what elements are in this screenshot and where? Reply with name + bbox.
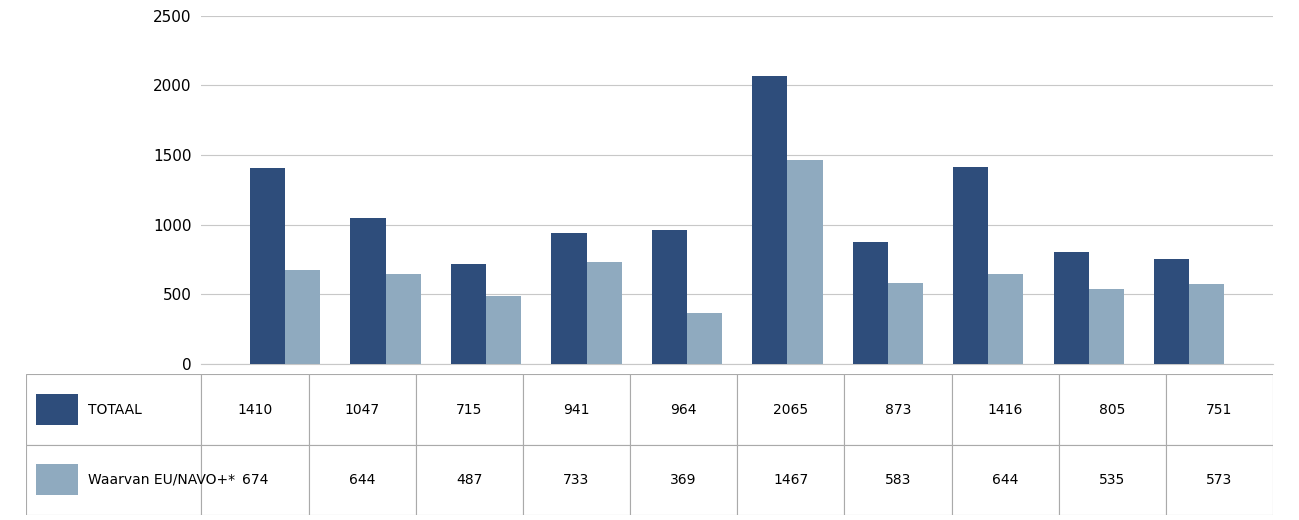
Bar [351, 218, 386, 364]
Text: 1467: 1467 [773, 473, 808, 487]
Bar [309, 445, 416, 515]
Text: 941: 941 [564, 402, 590, 417]
Text: 644: 644 [992, 473, 1018, 487]
Text: 715: 715 [456, 402, 482, 417]
Bar [887, 283, 924, 364]
Bar [551, 233, 587, 364]
Bar [787, 160, 822, 364]
Text: 805: 805 [1099, 402, 1125, 417]
Text: 751: 751 [1207, 402, 1233, 417]
Bar [1053, 252, 1089, 364]
Bar [26, 374, 201, 445]
Bar [309, 374, 416, 445]
Text: 733: 733 [564, 473, 590, 487]
Bar [1189, 284, 1224, 364]
Bar [416, 374, 522, 445]
Bar [1154, 259, 1189, 364]
Bar [486, 296, 521, 364]
Text: 1047: 1047 [344, 402, 379, 417]
Bar [386, 274, 421, 364]
Bar [738, 445, 844, 515]
Text: 369: 369 [670, 473, 696, 487]
Text: 2065: 2065 [773, 402, 808, 417]
Bar [36, 464, 78, 495]
Bar [201, 445, 309, 515]
Bar [844, 445, 951, 515]
Bar [36, 394, 78, 425]
Bar [953, 167, 989, 364]
Text: 535: 535 [1099, 473, 1125, 487]
Bar [951, 445, 1059, 515]
Bar [738, 374, 844, 445]
Bar [587, 262, 622, 364]
Text: 1416: 1416 [987, 402, 1022, 417]
Bar [416, 445, 522, 515]
Bar [1059, 374, 1167, 445]
Text: 1410: 1410 [238, 402, 273, 417]
Bar [1167, 445, 1273, 515]
Bar [1089, 290, 1124, 364]
Text: 583: 583 [885, 473, 911, 487]
Text: TOTAAL: TOTAAL [88, 402, 143, 417]
Bar [652, 230, 687, 364]
Text: 573: 573 [1207, 473, 1233, 487]
Bar [630, 374, 738, 445]
Bar [286, 270, 321, 364]
Bar [522, 374, 630, 445]
Bar [1167, 374, 1273, 445]
Bar [201, 374, 309, 445]
Bar [989, 274, 1024, 364]
Bar [522, 445, 630, 515]
Text: Waarvan EU/NAVO+*: Waarvan EU/NAVO+* [88, 473, 235, 487]
Text: 964: 964 [670, 402, 696, 417]
Bar [451, 264, 486, 364]
Bar [249, 167, 286, 364]
Bar [752, 76, 787, 364]
Text: 487: 487 [456, 473, 482, 487]
Text: 644: 644 [349, 473, 375, 487]
Bar [26, 445, 201, 515]
Bar [951, 374, 1059, 445]
Bar [844, 374, 951, 445]
Text: 674: 674 [242, 473, 268, 487]
Bar [1059, 445, 1167, 515]
Text: 873: 873 [885, 402, 911, 417]
Bar [630, 445, 738, 515]
Bar [687, 313, 722, 364]
Bar [852, 242, 887, 364]
